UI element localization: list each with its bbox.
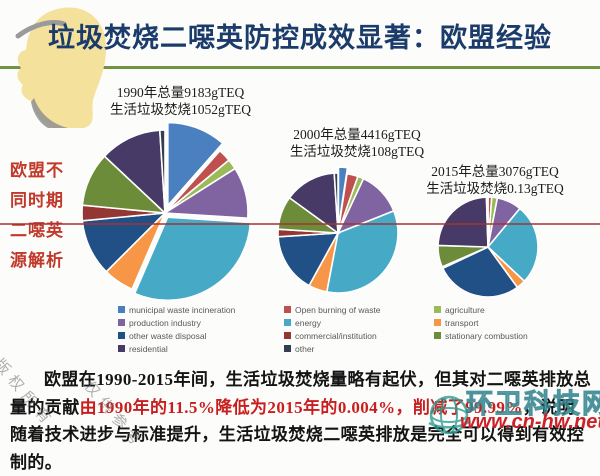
legend-item: stationary combustion: [434, 329, 584, 342]
legend-item-label: energy: [295, 317, 321, 328]
site-name-watermark: 环卫科技网: [466, 389, 600, 420]
slide-title: 垃圾焚烧二噁英防控成效显著：欧盟经验: [48, 23, 552, 53]
pie-slice-open-burning-of-waste: [487, 196, 493, 248]
pie-slice-transport: [487, 246, 526, 289]
legend-column-1: municipal waste incineration production i…: [118, 303, 284, 355]
pie-2015-label-line2: 生活垃圾焚烧0.13gTEQ: [426, 181, 564, 196]
legend-swatch-icon: [284, 319, 291, 326]
pie-slice-residential: [437, 196, 489, 248]
legend-item: residential: [118, 342, 284, 355]
legend-item-label: transport: [445, 317, 479, 328]
pie-1990-label-line2: 生活垃圾焚烧1052gTEQ: [110, 102, 251, 117]
globe-watermark-icon: [428, 395, 471, 435]
legend-swatch-icon: [284, 332, 291, 339]
pie-2000-label-line1: 2000年总量4416gTEQ: [293, 127, 421, 142]
pie-slice-other-waste-disposal: [81, 211, 168, 273]
hair-stroke: [15, 20, 67, 39]
legend-item-label: Open burning of waste: [295, 304, 381, 315]
legend-swatch-icon: [434, 319, 441, 326]
side-note-line3: 二噁英: [10, 221, 64, 240]
pie-1990-label: 1990年总量9183gTEQ 生活垃圾焚烧1052gTEQ: [88, 84, 273, 118]
pie-slice-energy: [133, 216, 252, 301]
pie-slice-stationary-combustion: [277, 196, 341, 234]
pie-slice-commercial-institution: [441, 246, 489, 270]
legend-swatch-icon: [118, 345, 125, 352]
legend-swatch-icon: [434, 306, 441, 313]
legend-item: transport: [434, 316, 584, 329]
pie-2015-label: 2015年总量3076gTEQ 生活垃圾焚烧0.13gTEQ: [405, 163, 585, 197]
legend-item-label: residential: [129, 343, 168, 354]
pie-slice-open-burning-of-waste: [164, 149, 231, 214]
pie-slice-agriculture: [487, 196, 499, 248]
pie-slice-agriculture: [337, 175, 365, 234]
pie-slice-other: [333, 172, 339, 234]
pie-slice-other: [158, 129, 166, 214]
legend-item: municipal waste incineration: [118, 303, 284, 316]
pie-slice-open-burning-of-waste: [337, 172, 359, 234]
legend-item: energy: [284, 316, 434, 329]
pie-slice-stationary-combustion: [81, 155, 168, 215]
side-note-line4: 源解析: [10, 251, 64, 270]
legend-swatch-icon: [118, 319, 125, 326]
summary-text-black-1: 欧盟在1990-2015年间，生活垃圾焚烧量略有起伏，但其对二噁英排放总量的贡献: [10, 370, 592, 417]
legend-column-2: Open burning of waste energy commercial/in…: [284, 303, 434, 355]
pie-slice-municipal-waste-incineration: [337, 166, 349, 228]
pie-slice-production-industry: [336, 177, 395, 235]
pie-slice-commercial-institution: [277, 228, 339, 238]
legend-swatch-icon: [118, 306, 125, 313]
legend-item: commercial/institution: [284, 329, 434, 342]
legend-item-label: other waste disposal: [129, 330, 207, 341]
legend-column-3: agriculture transport stationary combustio…: [434, 303, 584, 355]
pie-slice-stationary-combustion: [437, 244, 489, 268]
pie-slice-other: [485, 196, 489, 248]
legend-swatch-icon: [284, 345, 291, 352]
head-silhouette-art: [15, 7, 107, 128]
pie-slice-production-industry: [162, 167, 249, 220]
legend-item-label: stationary combustion: [445, 330, 528, 341]
pie-slice-transport: [308, 232, 339, 293]
legend-item-label: municipal waste incineration: [129, 304, 236, 315]
pie-slice-municipal-waste-incineration: [167, 121, 224, 208]
pie-slice-commercial-institution: [81, 204, 166, 222]
legend-item: agriculture: [434, 303, 584, 316]
summary-text-red: 由1990年的11.5%降低为2015年的0.004%，削减了99.99%: [79, 397, 523, 417]
legend-item: production industry: [118, 316, 284, 329]
pie-slice-residential: [103, 129, 166, 215]
side-note-line1: 欧盟不: [10, 161, 64, 180]
legend-item-label: agriculture: [445, 304, 485, 315]
pie-chart-2000: [277, 166, 399, 294]
head-shape: [17, 7, 107, 128]
site-url-watermark: www.cn-hw.net: [460, 411, 600, 433]
pie-slice-other-waste-disposal: [277, 232, 340, 287]
legend-item-label: other: [295, 343, 315, 354]
legend-item-label: production industry: [129, 317, 201, 328]
legend-item-label: commercial/institution: [295, 330, 377, 341]
pie-2000-label: 2000年总量4416gTEQ 生活垃圾焚烧108gTEQ: [262, 126, 452, 160]
pie-2000-label-line2: 生活垃圾焚烧108gTEQ: [289, 144, 425, 159]
side-note-line2: 同时期: [10, 191, 64, 210]
pie-2015-label-line1: 2015年总量3076gTEQ: [431, 164, 559, 179]
pie-slice-energy: [325, 209, 399, 294]
pie-chart-2015: [437, 196, 539, 298]
pie-chart-1990: [81, 121, 252, 301]
pie-1990-label-line1: 1990年总量9183gTEQ: [116, 85, 245, 100]
legend-item: Open burning of waste: [284, 303, 434, 316]
pie-slice-energy: [486, 207, 539, 283]
legend-swatch-icon: [434, 332, 441, 339]
pie-slice-agriculture: [164, 158, 237, 214]
legend-swatch-icon: [284, 306, 291, 313]
chart-legend: municipal waste incineration production i…: [118, 303, 588, 355]
legend-item: other: [284, 342, 434, 355]
neck-shade: [31, 98, 68, 128]
legend-item: other waste disposal: [118, 329, 284, 342]
title-underline: [0, 66, 600, 69]
pie-slice-residential: [288, 172, 339, 235]
side-note: 欧盟不 同时期 二噁英 源解析: [10, 156, 70, 276]
legend-swatch-icon: [118, 332, 125, 339]
pie-slice-other-waste-disposal: [441, 245, 519, 298]
pie-slice-production-industry: [487, 196, 522, 248]
pie-slice-transport: [105, 212, 166, 291]
